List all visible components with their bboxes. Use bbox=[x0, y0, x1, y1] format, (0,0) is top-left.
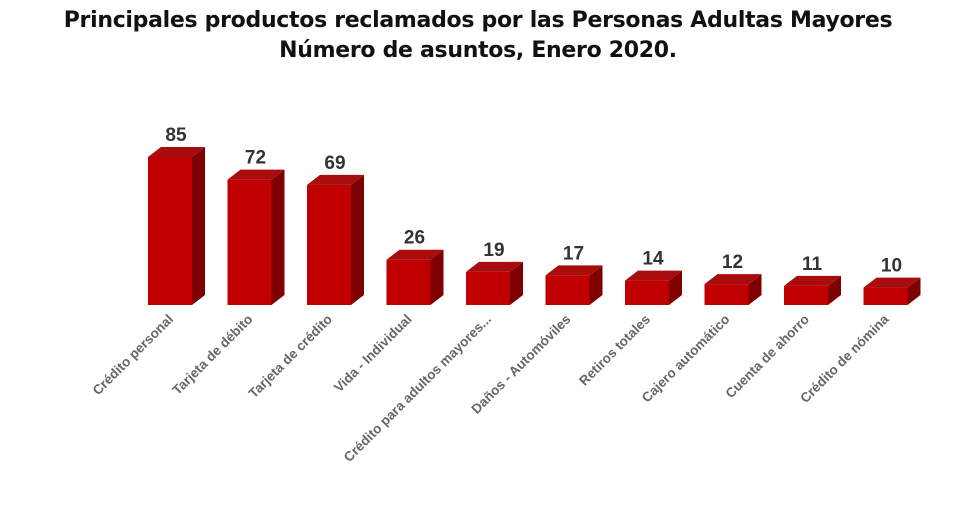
bar bbox=[625, 280, 669, 305]
data-label: 19 bbox=[483, 240, 504, 261]
bar bbox=[704, 284, 749, 305]
data-label: 11 bbox=[802, 254, 823, 275]
data-label: 85 bbox=[165, 125, 187, 146]
bar bbox=[863, 287, 908, 305]
bar-side bbox=[510, 261, 523, 305]
category-label: Crédito de nómina bbox=[797, 311, 892, 406]
bar-side bbox=[430, 249, 444, 305]
bar-side bbox=[271, 169, 285, 305]
bar-top bbox=[148, 147, 205, 157]
chart-subtitle: Número de asuntos, Enero 2020. bbox=[279, 38, 677, 63]
data-label: 26 bbox=[404, 228, 425, 249]
bar-top bbox=[704, 274, 762, 285]
category-label: Crédito para adultos mayores... bbox=[341, 312, 494, 465]
bar-side bbox=[669, 270, 682, 305]
category-label: Vida - Individual bbox=[331, 312, 415, 396]
data-label: 17 bbox=[563, 243, 584, 264]
bar bbox=[307, 184, 351, 305]
bar-side bbox=[907, 277, 921, 305]
bar-top bbox=[386, 249, 444, 260]
bar-side bbox=[828, 275, 841, 305]
bar-top bbox=[545, 265, 603, 276]
bar-side bbox=[351, 174, 364, 305]
bar-side bbox=[748, 274, 762, 305]
category-label: Tarjeta de crédito bbox=[246, 312, 335, 401]
bar bbox=[227, 179, 272, 305]
data-label: 14 bbox=[642, 249, 664, 270]
bar bbox=[466, 271, 510, 305]
bar-top bbox=[784, 275, 841, 286]
data-label: 10 bbox=[881, 256, 902, 277]
bar-side bbox=[589, 265, 603, 305]
bar bbox=[784, 285, 828, 305]
bar-side bbox=[192, 147, 205, 305]
bar-top bbox=[227, 169, 285, 180]
category-label: Cajero automático bbox=[639, 312, 733, 406]
bar bbox=[148, 157, 192, 305]
bar bbox=[545, 275, 590, 305]
bar-top bbox=[625, 270, 682, 281]
data-label: 72 bbox=[245, 148, 266, 169]
data-label: 69 bbox=[324, 153, 345, 174]
data-label: 12 bbox=[722, 252, 743, 273]
bar-top bbox=[466, 261, 523, 272]
category-label: Tarjeta de débito bbox=[169, 312, 255, 398]
bar bbox=[386, 259, 431, 305]
category-label: Retiros totales bbox=[576, 312, 653, 389]
category-label: Crédito personal bbox=[90, 312, 176, 398]
bar-top bbox=[307, 174, 364, 185]
chart-title: Principales productos reclamados por las… bbox=[63, 8, 893, 33]
category-label: Cuenta de ahorro bbox=[722, 312, 812, 402]
bar-top bbox=[863, 277, 921, 288]
